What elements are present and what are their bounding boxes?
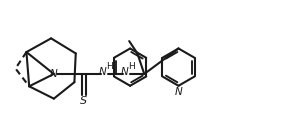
Text: H: H bbox=[106, 62, 113, 71]
Text: N: N bbox=[121, 67, 129, 77]
Text: H: H bbox=[128, 62, 134, 71]
Text: N: N bbox=[98, 67, 106, 77]
Text: N: N bbox=[50, 69, 58, 79]
Text: N: N bbox=[175, 87, 182, 97]
Text: S: S bbox=[81, 96, 88, 105]
